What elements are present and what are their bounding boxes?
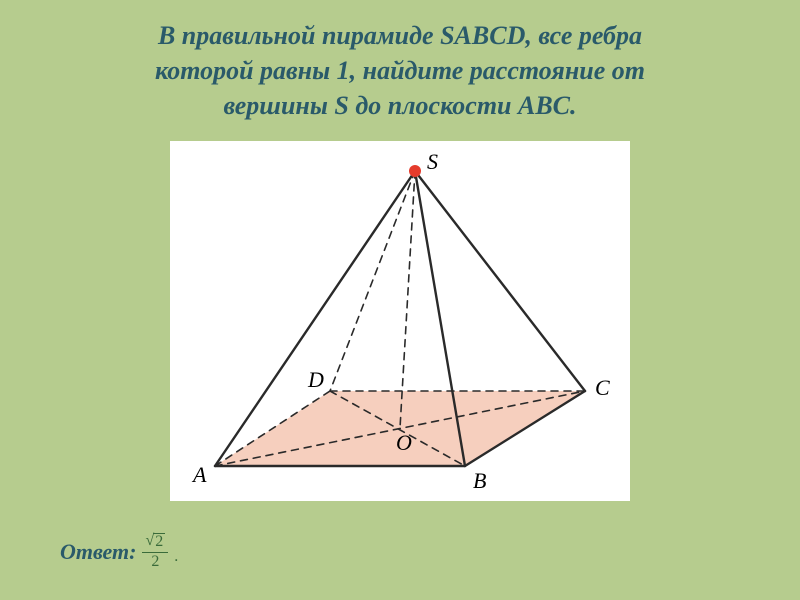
answer-fraction: √ 2 2 bbox=[142, 533, 168, 570]
title-line-2: которой равны 1, найдите расстояние от bbox=[30, 53, 770, 88]
problem-title: В правильной пирамиде SABCD, все ребра к… bbox=[0, 0, 800, 133]
svg-text:B: B bbox=[473, 468, 486, 493]
fraction-numerator: √ 2 bbox=[142, 533, 168, 553]
svg-text:O: O bbox=[396, 430, 412, 455]
answer-period: . bbox=[174, 548, 178, 570]
answer-row: Ответ: √ 2 2 . bbox=[60, 533, 178, 570]
pyramid-diagram: S A B C D O bbox=[170, 141, 630, 501]
pyramid-svg: S A B C D O bbox=[170, 141, 630, 501]
svg-text:D: D bbox=[307, 367, 324, 392]
svg-text:S: S bbox=[427, 149, 438, 174]
title-line-1: В правильной пирамиде SABCD, все ребра bbox=[30, 18, 770, 53]
title-line-3: вершины S до плоскости ABC. bbox=[30, 88, 770, 123]
svg-text:C: C bbox=[595, 375, 610, 400]
fraction-denominator: 2 bbox=[151, 553, 159, 570]
answer-label: Ответ: bbox=[60, 539, 136, 565]
sqrt-expression: √ 2 bbox=[145, 533, 165, 551]
svg-text:A: A bbox=[191, 462, 207, 487]
sqrt-argument: 2 bbox=[153, 533, 165, 551]
